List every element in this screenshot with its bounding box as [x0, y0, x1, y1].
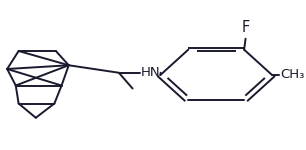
Text: F: F — [241, 20, 250, 35]
Text: CH₃: CH₃ — [281, 69, 305, 81]
Text: HN: HN — [140, 66, 160, 79]
